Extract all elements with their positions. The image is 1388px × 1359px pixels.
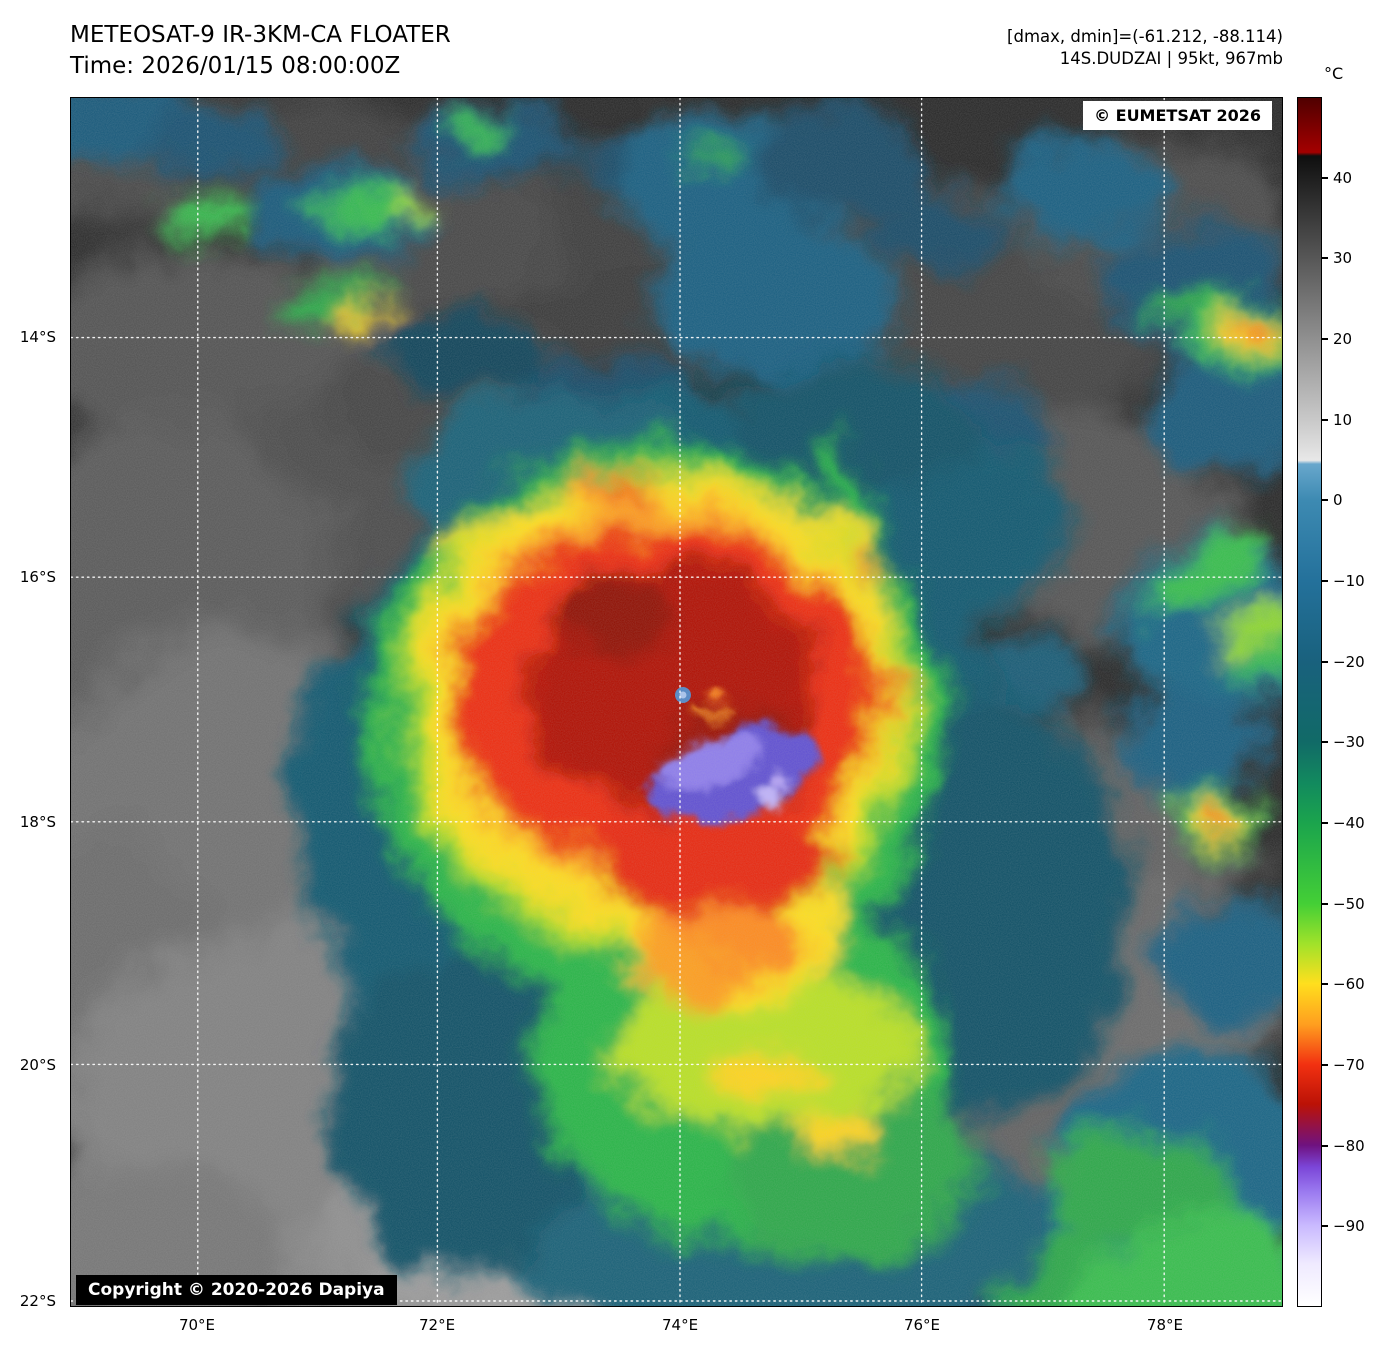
tick-mark xyxy=(1322,822,1328,824)
colorbar-tick: 30 xyxy=(1322,249,1352,267)
noise-overlay xyxy=(71,98,1282,1306)
satellite-map: © EUMETSAT 2026 Copyright © 2020-2026 Da… xyxy=(70,97,1283,1307)
tick-mark xyxy=(1322,1144,1328,1147)
colorbar-tick: −90 xyxy=(1322,1217,1365,1235)
copyright-badge: Copyright © 2020-2026 Dapiya xyxy=(76,1275,397,1305)
tick-mark xyxy=(1322,660,1328,663)
tick-label: 30 xyxy=(1333,249,1353,268)
lon-label: 72°E xyxy=(419,1316,456,1334)
tick-mark xyxy=(1322,257,1328,260)
tick-mark xyxy=(1322,499,1328,502)
lat-label: 16°S xyxy=(19,568,56,586)
tick-label: 10 xyxy=(1333,410,1353,429)
tick-mark xyxy=(1322,176,1328,179)
longitude-axis: 70°E 72°E 74°E 76°E 78°E xyxy=(70,1309,1283,1339)
tick-label: −50 xyxy=(1333,894,1365,913)
colorbar: °C 40 30 20 10 0 −10 −20 −30 −40 −50 −60 −70 −80 −90 xyxy=(1297,64,1365,1307)
tick-label: −60 xyxy=(1333,975,1365,994)
provider-badge: © EUMETSAT 2026 xyxy=(1083,101,1272,130)
latitude-axis: 14°S 16°S 18°S 20°S 22°S xyxy=(0,97,62,1310)
tick-label: −90 xyxy=(1333,1217,1365,1236)
tick-mark xyxy=(1322,902,1328,905)
colorbar-tick: −80 xyxy=(1322,1137,1365,1155)
tick-mark xyxy=(1322,1064,1328,1066)
tick-mark xyxy=(1322,983,1328,986)
info-block: [dmax, dmin]=(-61.212, -88.114) 14S.DUDZ… xyxy=(1007,26,1283,70)
title-block: METEOSAT-9 IR-3KM-CA FLOATER Time: 2026/… xyxy=(70,20,451,82)
lat-label: 22°S xyxy=(19,1291,56,1310)
colorbar-tick: 20 xyxy=(1322,330,1352,348)
lat-label: 14°S xyxy=(19,328,56,347)
colorbar-tick: −50 xyxy=(1322,895,1365,913)
colorbar-tick: −60 xyxy=(1322,975,1365,993)
tick-label: −10 xyxy=(1333,572,1365,590)
lat-label: 20°S xyxy=(19,1056,56,1074)
colorbar-gradient xyxy=(1297,97,1322,1307)
lat-label: 18°S xyxy=(19,813,56,832)
tick-label: 40 xyxy=(1333,168,1353,187)
colorbar-unit-label: °C xyxy=(1324,64,1344,83)
storm-info: 14S.DUDZAI | 95kt, 967mb xyxy=(1059,49,1283,68)
colorbar-tick: −70 xyxy=(1322,1056,1365,1074)
tick-mark xyxy=(1322,418,1328,421)
tick-label: −80 xyxy=(1333,1136,1365,1155)
tick-label: −20 xyxy=(1333,652,1365,671)
range-info: [dmax, dmin]=(-61.212, -88.114) xyxy=(1007,27,1283,46)
figure-title: METEOSAT-9 IR-3KM-CA FLOATER xyxy=(70,22,451,48)
tick-label: 20 xyxy=(1333,330,1353,348)
tick-mark xyxy=(1322,1225,1328,1228)
lon-label: 78°E xyxy=(1146,1316,1184,1334)
colorbar-tick: 0 xyxy=(1322,491,1343,509)
colorbar-tick: −20 xyxy=(1322,653,1365,671)
satellite-scene xyxy=(71,98,1282,1306)
tick-label: −40 xyxy=(1333,814,1365,832)
graticule xyxy=(71,98,1282,1306)
colorbar-tick: −40 xyxy=(1322,814,1365,832)
colorbar-tick: −10 xyxy=(1322,572,1365,590)
colorbar-tick: 10 xyxy=(1322,411,1352,429)
tick-mark xyxy=(1322,741,1328,744)
tick-label: −30 xyxy=(1333,733,1365,752)
figure-time: Time: 2026/01/15 08:00:00Z xyxy=(70,53,401,79)
colorbar-tick: −30 xyxy=(1322,733,1365,751)
colorbar-tick: 40 xyxy=(1322,169,1352,187)
lon-label: 70°E xyxy=(178,1316,216,1334)
lon-label: 74°E xyxy=(661,1316,699,1334)
lon-label: 76°E xyxy=(903,1316,941,1334)
tick-label: −70 xyxy=(1333,1056,1365,1074)
tick-label: 0 xyxy=(1333,491,1343,510)
tick-mark xyxy=(1322,580,1328,582)
tick-mark xyxy=(1322,338,1328,340)
